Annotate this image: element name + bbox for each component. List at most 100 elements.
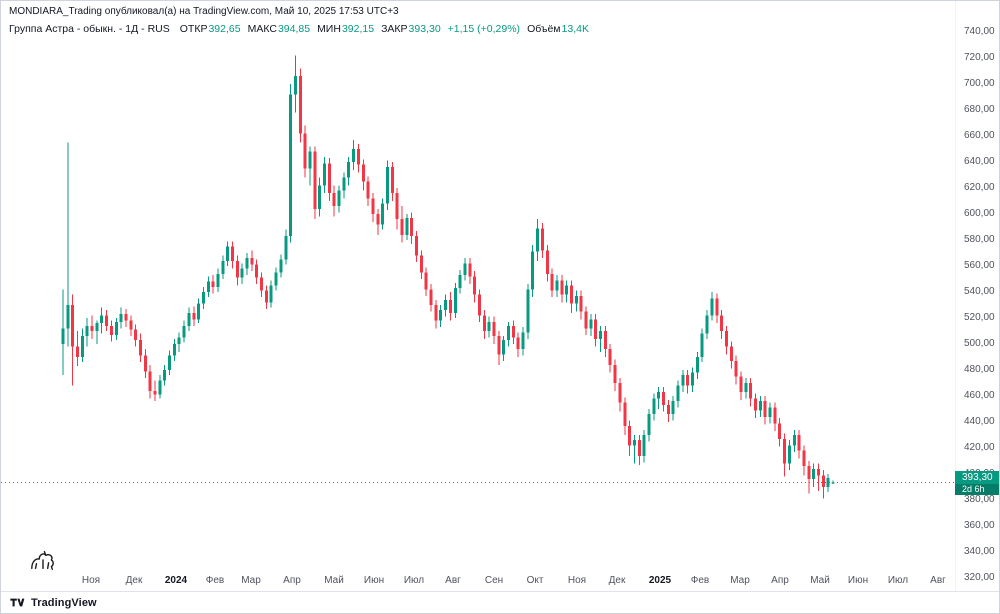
candle-body bbox=[676, 385, 680, 402]
candle-body bbox=[182, 325, 186, 338]
candlestick-chart[interactable] bbox=[1, 1, 955, 591]
candle-body bbox=[342, 177, 346, 191]
candle-body bbox=[778, 423, 782, 439]
price-axis[interactable]: 740,00 720,00 700,00 680,00 660,00 640,00 620,… bbox=[955, 1, 999, 591]
price-tick-label: 380,00 bbox=[964, 494, 995, 505]
price-tick-label: 320,00 bbox=[964, 572, 995, 583]
candle-body bbox=[66, 305, 70, 329]
candle-body bbox=[526, 289, 530, 333]
candle-body bbox=[502, 340, 506, 355]
candle-body bbox=[623, 402, 627, 426]
tradingview-brand[interactable]: TradingView bbox=[31, 596, 97, 609]
time-tick-label: Июн bbox=[847, 575, 869, 586]
price-tick-label: 740,00 bbox=[964, 26, 995, 37]
candle-body bbox=[260, 277, 264, 291]
candle-body bbox=[700, 333, 704, 357]
candle-body bbox=[642, 435, 646, 456]
candle-body bbox=[797, 435, 801, 451]
price-tick-label: 340,00 bbox=[964, 546, 995, 557]
tradingview-logo-icon[interactable] bbox=[9, 596, 26, 609]
time-tick-label: Июл bbox=[887, 575, 909, 586]
candle-body bbox=[386, 167, 389, 204]
candle-body bbox=[686, 375, 690, 386]
candle-body bbox=[720, 315, 724, 331]
price-tick-label: 420,00 bbox=[964, 442, 995, 453]
candle-body bbox=[429, 289, 433, 305]
candle-body bbox=[812, 468, 816, 480]
candle-body bbox=[100, 315, 104, 324]
legend-field-value: 13,4K bbox=[561, 23, 589, 35]
price-tick-label: 700,00 bbox=[964, 78, 995, 89]
candle-body bbox=[468, 263, 472, 277]
candle-body bbox=[168, 355, 171, 370]
time-tick-label: Дек bbox=[608, 575, 626, 586]
candle-body bbox=[371, 198, 375, 214]
candle-body bbox=[424, 272, 428, 290]
candle-body bbox=[119, 314, 123, 322]
time-tick-label: Мар bbox=[730, 575, 750, 586]
candle-body bbox=[516, 337, 520, 350]
candle-body bbox=[744, 383, 748, 393]
candle-body bbox=[250, 258, 254, 265]
candle-body bbox=[415, 236, 418, 256]
candle-body bbox=[608, 349, 612, 365]
candle-body bbox=[376, 214, 380, 225]
time-axis[interactable]: Ноя Дек 2024 Фев Мар Апр Май Июн Июл Авг Сен Окт Ноя… bbox=[1, 571, 955, 591]
candle-body bbox=[550, 273, 554, 291]
candle-body bbox=[482, 315, 486, 331]
candle-body bbox=[124, 314, 128, 321]
time-tick-label: Авг bbox=[930, 575, 946, 586]
candle-body bbox=[381, 203, 385, 225]
candle-body bbox=[492, 321, 496, 337]
candle-body bbox=[158, 380, 162, 395]
candle-body bbox=[356, 149, 360, 165]
candle-body bbox=[453, 288, 457, 313]
candle-body bbox=[163, 370, 167, 381]
candle-body bbox=[327, 163, 331, 194]
candle-body bbox=[826, 477, 830, 487]
candle-body bbox=[715, 298, 719, 316]
price-tick-label: 560,00 bbox=[964, 260, 995, 271]
candle-body bbox=[531, 251, 535, 290]
price-tick-label: 440,00 bbox=[964, 416, 995, 427]
candle-body bbox=[134, 329, 138, 341]
legend-field-value: 392,15 bbox=[341, 23, 375, 35]
candle-body bbox=[352, 149, 356, 162]
price-tick-label: 480,00 bbox=[964, 364, 995, 375]
candle-body bbox=[308, 151, 312, 169]
candle-body bbox=[729, 346, 733, 361]
candle-body bbox=[448, 299, 452, 313]
legend-field-label: МАКС bbox=[247, 23, 277, 35]
candle-body bbox=[192, 312, 196, 320]
time-tick-label: Дек bbox=[125, 575, 143, 586]
candle-body bbox=[80, 336, 84, 357]
candle-body bbox=[231, 246, 234, 261]
candle-body bbox=[284, 236, 288, 260]
candle-body bbox=[255, 264, 259, 278]
candle-body bbox=[710, 298, 714, 316]
candle-body bbox=[681, 375, 685, 386]
candle-body bbox=[264, 290, 268, 303]
time-tick-label: Июн bbox=[363, 575, 385, 586]
candle-body bbox=[361, 164, 365, 182]
legend-field: Объём13,4K bbox=[527, 23, 589, 35]
candle-body bbox=[792, 435, 796, 446]
candle-body bbox=[323, 163, 326, 186]
candle-body bbox=[153, 390, 157, 395]
candle-body bbox=[618, 383, 622, 403]
chart-pane[interactable]: Ноя Дек 2024 Фев Мар Апр Май Июн Июл Авг Сен Окт Ноя… bbox=[1, 1, 999, 591]
candle-body bbox=[221, 260, 225, 274]
legend-field-label: МИН bbox=[317, 23, 341, 35]
candle-body bbox=[332, 193, 336, 207]
time-tick-label: Фев bbox=[205, 575, 225, 586]
candle-body bbox=[318, 185, 322, 209]
time-tick-label: Апр bbox=[283, 575, 301, 586]
time-tick-label: Ноя bbox=[567, 575, 587, 586]
price-tick-label: 720,00 bbox=[964, 52, 995, 63]
candle-body bbox=[294, 76, 297, 95]
candle-body bbox=[337, 190, 341, 207]
candle-body bbox=[216, 273, 220, 287]
time-tick-label: Сен bbox=[484, 575, 504, 586]
time-tick-label: Мар bbox=[241, 575, 261, 586]
time-tick-label: Фев bbox=[690, 575, 710, 586]
